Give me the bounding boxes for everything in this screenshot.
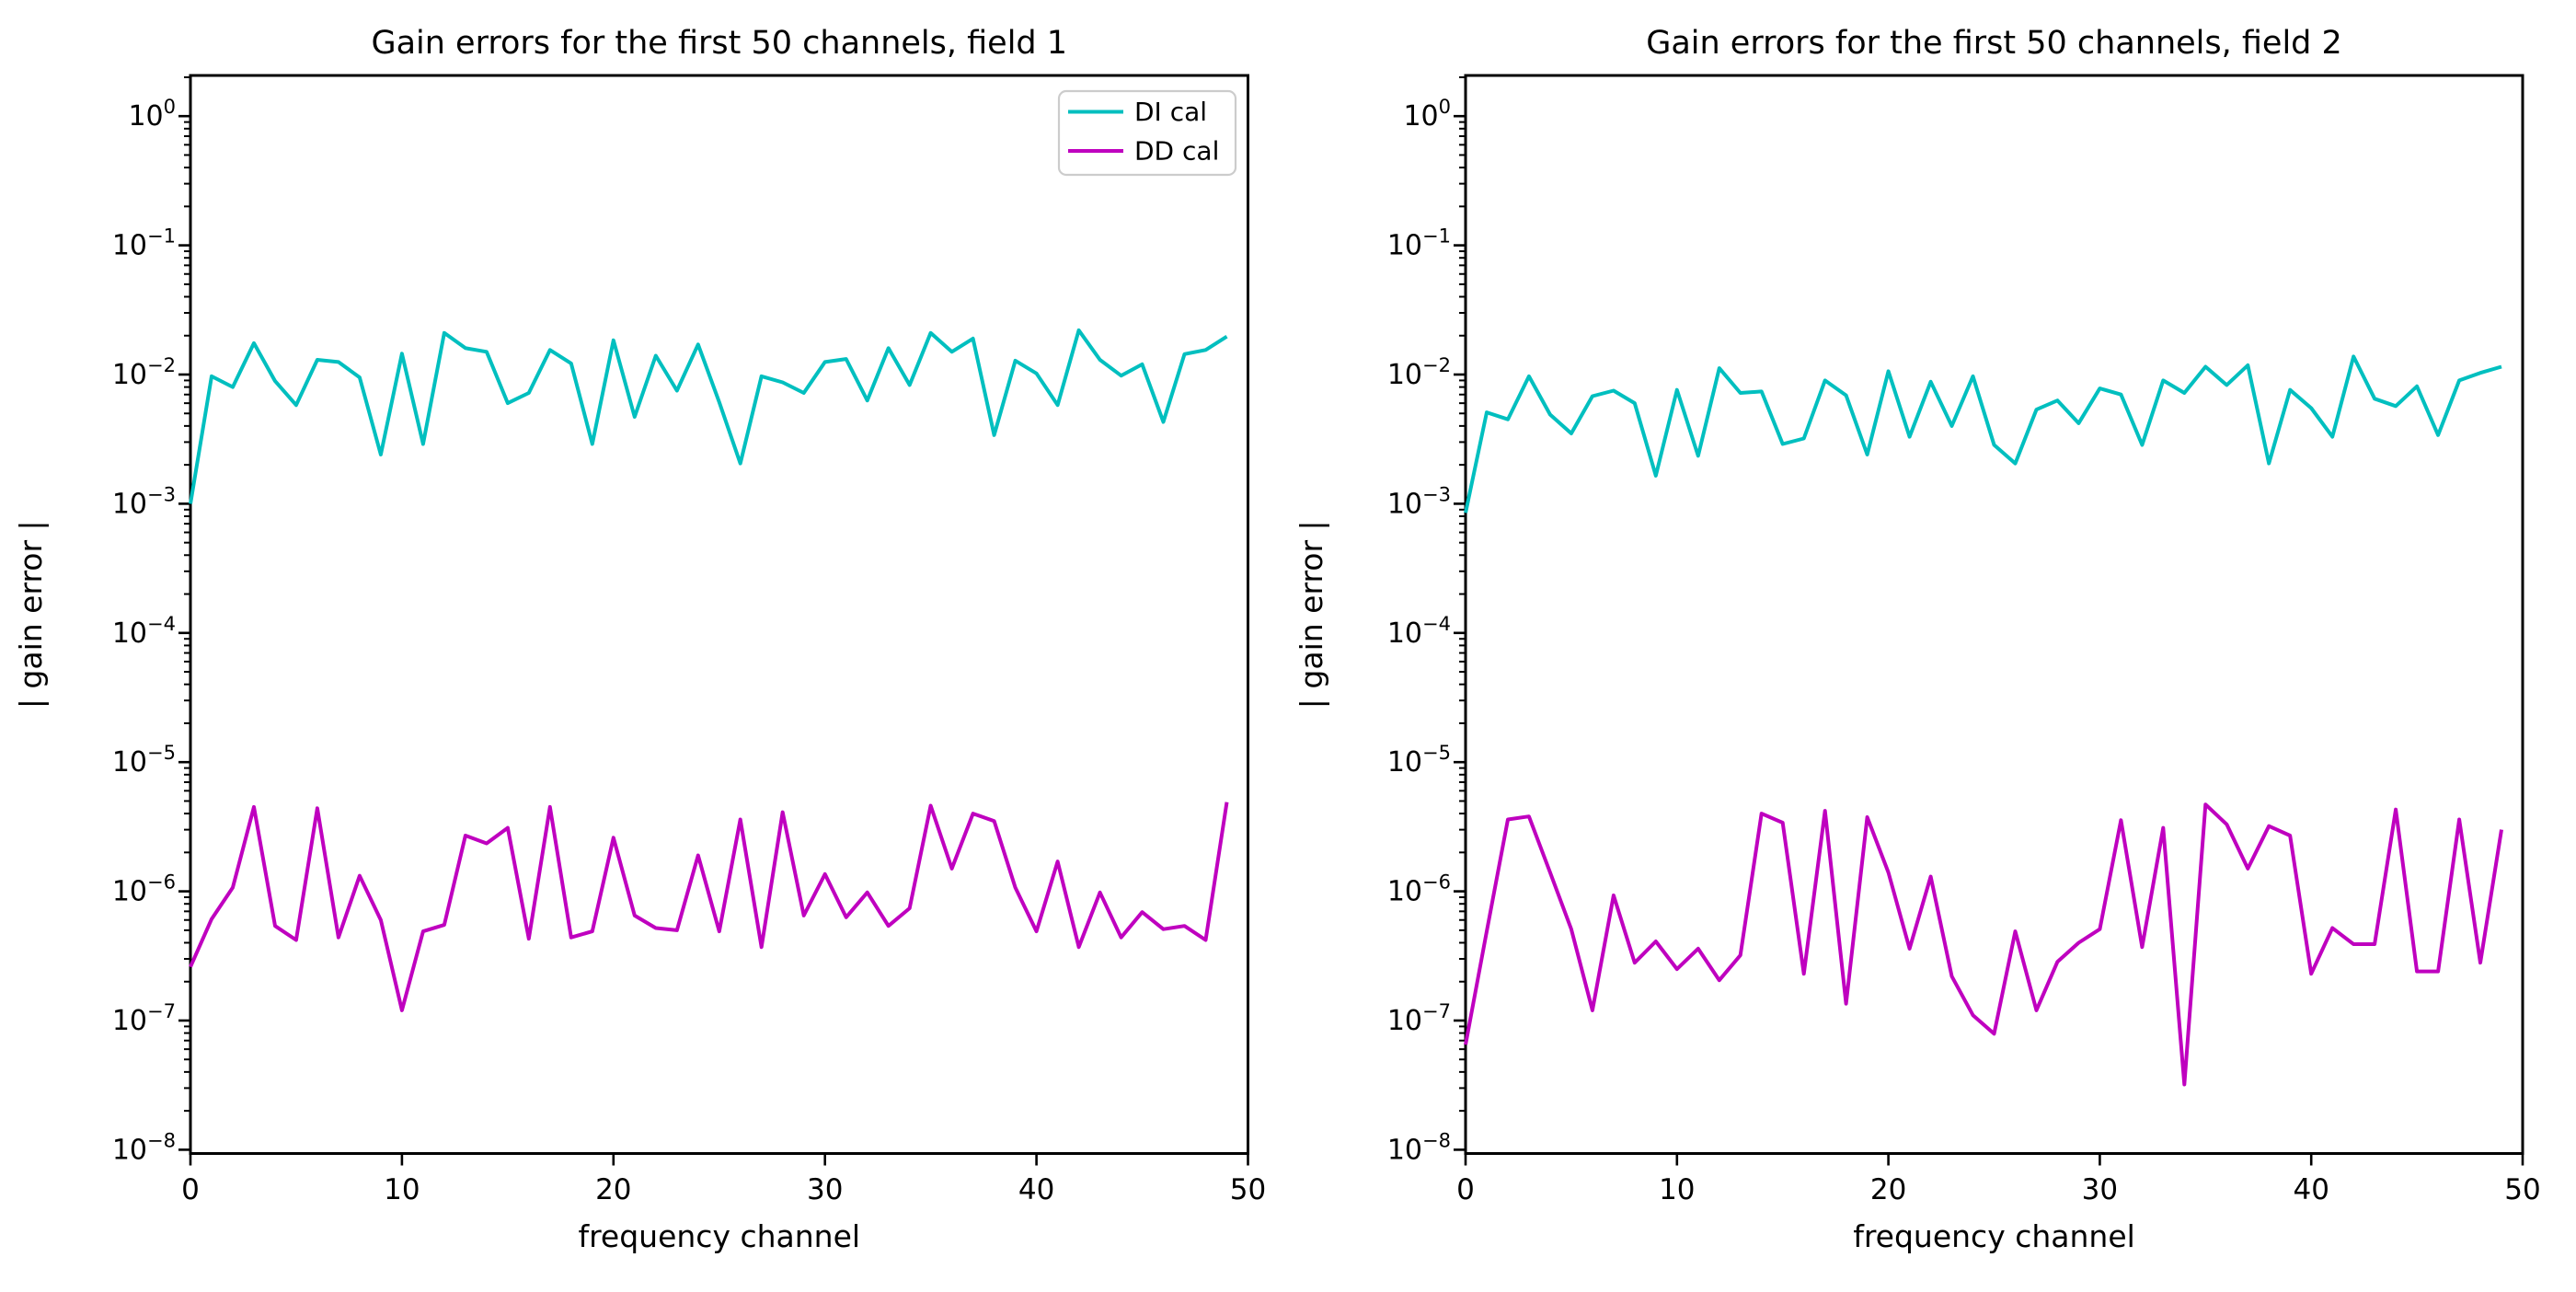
x-tick-label: 40: [1018, 1173, 1054, 1206]
y-tick-label: 10−2: [1387, 354, 1451, 391]
x-tick-label: 20: [1870, 1173, 1906, 1206]
y-tick-label: 10−4: [1387, 613, 1451, 650]
legend-label: DI cal: [1134, 97, 1207, 127]
y-axis-label: | gain error |: [1294, 520, 1329, 709]
y-tick-label: 100: [128, 96, 176, 133]
x-tick-label: 30: [2082, 1173, 2118, 1206]
x-tick-label: 40: [2293, 1173, 2329, 1206]
y-tick-label: 10−3: [1387, 483, 1451, 520]
di-cal-line-field-1: [189, 328, 1228, 504]
di-cal-line-field-2: [1464, 354, 2502, 513]
y-tick-label: 10−8: [1387, 1129, 1451, 1166]
y-axis-label: | gain error |: [13, 520, 49, 709]
y-tick-label: 10−4: [112, 613, 176, 650]
x-tick-label: 10: [384, 1173, 420, 1206]
y-tick-label: 10−6: [1387, 871, 1451, 908]
y-tick-label: 10−6: [112, 871, 176, 908]
subplot-field-1: 100 10−1 10−2 10−3 10−4 10−5 10−6 10−7 10−80 10 20…: [13, 25, 1266, 1254]
dd-cal-line-field-1: [189, 802, 1229, 1012]
y-tick-label: 10−5: [1387, 742, 1451, 779]
axes-spines: [189, 74, 1249, 1155]
x-tick-label: 20: [595, 1173, 631, 1206]
y-tick-label: 10−1: [112, 225, 176, 262]
plot-title: Gain errors for the first 50 channels, f…: [1646, 25, 2342, 62]
y-tick-label: 10−7: [112, 1000, 176, 1037]
y-tick-label: 10−5: [112, 742, 176, 779]
legend-label: DD cal: [1134, 136, 1219, 167]
y-tick-label: 10−2: [112, 354, 176, 391]
y-tick-label: 10−8: [112, 1129, 176, 1166]
y-tick-label: 10−3: [112, 483, 176, 520]
x-tick-label: 50: [2504, 1173, 2540, 1206]
y-tick-label: 10−1: [1387, 225, 1451, 262]
x-axis-label: frequency channel: [578, 1218, 860, 1254]
y-tick-label: 10−7: [1387, 1000, 1451, 1037]
x-tick-label: 0: [1456, 1173, 1475, 1206]
x-axis-label: frequency channel: [1853, 1218, 2135, 1254]
x-tick-label: 50: [1230, 1173, 1266, 1206]
x-tick-label: 30: [807, 1173, 843, 1206]
subplot-field-2: 100 10−1 10−2 10−3 10−4 10−5 10−6 10−7 10−80 10 20…: [1294, 25, 2541, 1254]
axes-spines: [1464, 74, 2524, 1155]
x-tick-label: 0: [181, 1173, 200, 1206]
y-tick-label: 100: [1403, 96, 1451, 133]
dd-cal-line-field-2: [1464, 802, 2503, 1087]
legend: DI cal DD cal: [1057, 89, 1237, 177]
x-tick-label: 10: [1659, 1173, 1695, 1206]
plot-title: Gain errors for the first 50 channels, f…: [371, 25, 1067, 62]
